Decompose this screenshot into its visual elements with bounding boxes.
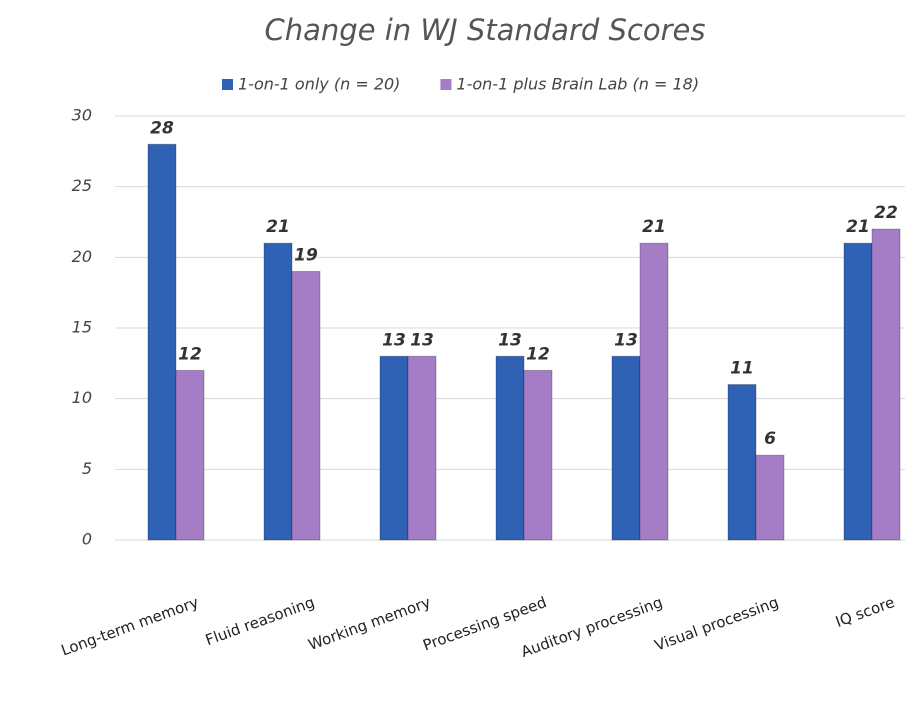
y-tick-label: 20 <box>72 247 92 266</box>
legend-swatch <box>440 79 452 90</box>
data-label: 6 <box>764 429 776 449</box>
bar <box>611 355 641 541</box>
x-tick-label: Working memory <box>306 593 433 654</box>
data-label: 13 <box>498 330 522 350</box>
bar <box>263 242 293 541</box>
x-tick-label: Visual processing <box>652 593 781 655</box>
bar <box>147 143 177 541</box>
data-label: 13 <box>410 330 434 350</box>
bar <box>379 355 409 541</box>
data-label: 22 <box>874 203 898 223</box>
x-tick-label: Fluid reasoning <box>203 593 317 649</box>
y-tick-label: 0 <box>82 530 92 549</box>
data-label: 28 <box>150 118 174 138</box>
data-label: 11 <box>730 359 754 379</box>
chart-title: Change in WJ Standard Scores <box>265 13 706 47</box>
data-label: 12 <box>178 344 202 364</box>
y-tick-label: 30 <box>72 106 92 125</box>
y-tick-label: 10 <box>72 388 92 407</box>
legend-label: 1-on-1 only (n = 20) <box>238 75 400 94</box>
legend-swatch <box>222 79 233 90</box>
legend-label: 1-on-1 plus Brain Lab (n = 18) <box>456 75 699 94</box>
bar <box>843 242 873 541</box>
bar <box>523 369 553 541</box>
bar <box>755 454 785 541</box>
data-label: 12 <box>526 344 550 364</box>
data-label: 21 <box>642 217 666 237</box>
bar <box>727 384 757 541</box>
data-label: 13 <box>614 330 638 350</box>
data-label: 21 <box>846 217 870 237</box>
bar <box>407 355 437 541</box>
bar <box>175 369 205 541</box>
data-label: 19 <box>294 245 318 265</box>
bar <box>495 355 525 541</box>
x-tick-label: Long-term memory <box>59 593 201 659</box>
y-tick-label: 25 <box>72 176 92 195</box>
bar <box>291 270 321 541</box>
y-tick-label: 5 <box>82 459 92 478</box>
data-label: 21 <box>266 217 290 237</box>
y-tick-label: 15 <box>72 318 92 337</box>
x-tick-label: IQ score <box>833 593 897 631</box>
data-label: 13 <box>382 330 406 350</box>
bar <box>639 242 669 541</box>
bar <box>871 228 901 541</box>
